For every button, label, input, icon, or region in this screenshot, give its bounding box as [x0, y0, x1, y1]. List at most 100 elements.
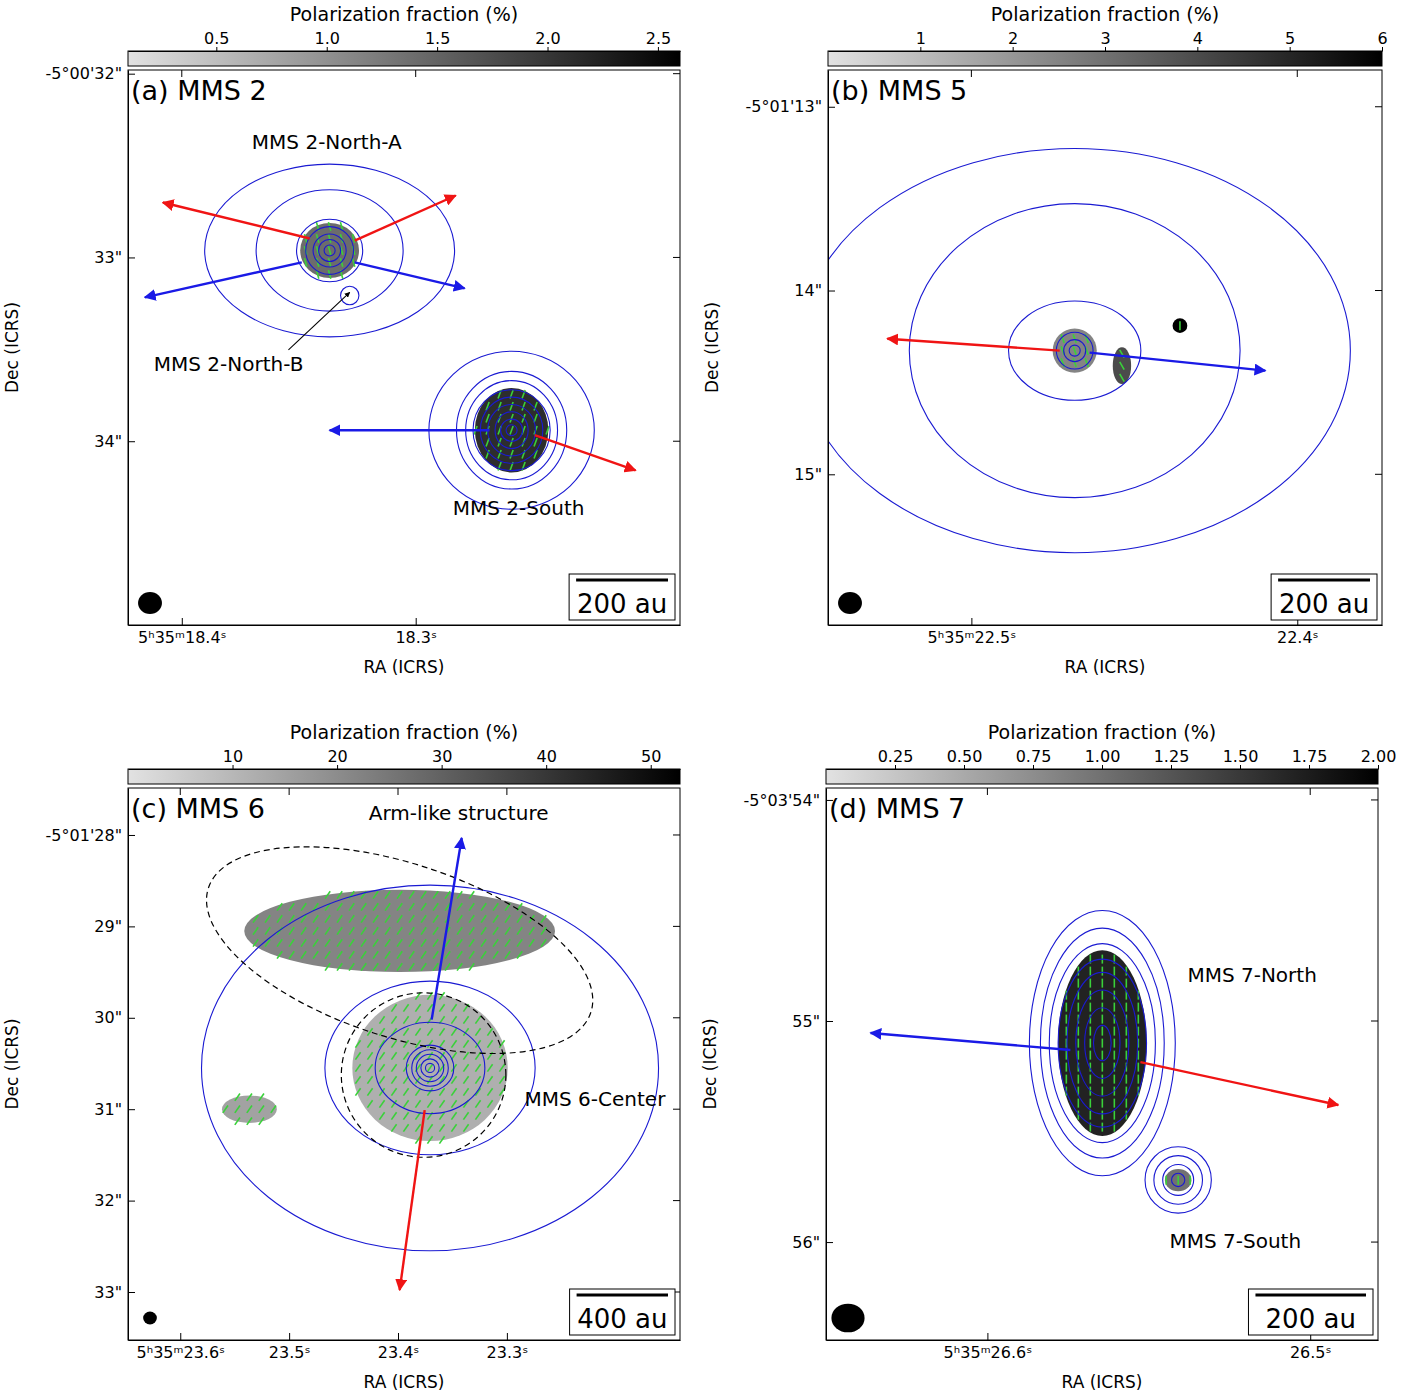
polarization-vector	[1120, 374, 1125, 382]
x-axis-top-tick	[289, 788, 290, 795]
polarization-vector	[1102, 1015, 1104, 1024]
polarization-vector	[352, 234, 354, 243]
contour	[909, 204, 1240, 498]
colorbar-label: Polarization fraction (%)	[290, 721, 518, 743]
polarization-vector	[391, 1040, 396, 1047]
polarization-vector	[277, 915, 282, 922]
polarization-vector	[403, 1112, 408, 1119]
polarization-vector	[493, 951, 498, 958]
colorbar-axis: 0.250.500.751.001.251.501.752.00	[827, 747, 1397, 770]
polarization-vector	[1102, 1111, 1104, 1120]
outflow-arrow	[432, 838, 462, 1020]
beam	[838, 592, 862, 614]
polarization-vector	[475, 1064, 480, 1071]
polarization-vector	[235, 1106, 240, 1113]
y-axis-tick-label: 32"	[94, 1191, 122, 1210]
x-axis-tick-label: 23.3ˢ	[487, 1343, 529, 1362]
polarization-vector	[481, 939, 486, 946]
polarization-vector	[1114, 1039, 1116, 1048]
colorbar-axis-tick-label: 2.5	[646, 29, 671, 48]
polarization-vector	[385, 903, 390, 910]
panel-title: (c) MMS 6	[131, 793, 265, 824]
x-axis-tick-mark	[507, 1333, 508, 1340]
outflow-arrow	[145, 262, 302, 297]
polarization-vector	[451, 1028, 456, 1035]
polarization-vector	[1066, 1075, 1068, 1084]
polarization-vector	[421, 903, 426, 910]
polarization-vector	[1126, 1027, 1128, 1036]
x-axis-top-tick	[506, 788, 507, 795]
y-axis-right-tick	[673, 834, 680, 835]
polarization-vector	[289, 939, 294, 946]
polarization-vector	[373, 915, 378, 922]
polarization-vector	[421, 891, 426, 898]
polarization-vector	[1102, 1039, 1104, 1048]
y-axis-line	[128, 789, 129, 1341]
polarization-vector	[1114, 1099, 1116, 1108]
polarization-vector	[325, 891, 330, 898]
polarization-vector	[1090, 1003, 1092, 1012]
colorbar-axis-tick: 1.0	[314, 29, 339, 51]
x-axis-tick: 5ʰ35ᵐ23.6ˢ	[136, 1333, 225, 1362]
outflow-arrow	[1090, 353, 1266, 371]
polarization-vector	[433, 915, 438, 922]
colorbar-axis-tick: 1	[916, 29, 926, 51]
panel-title: (a) MMS 2	[131, 75, 267, 106]
polarization-vector	[1114, 967, 1116, 976]
y-axis: -5°00'32"33"34"	[46, 64, 135, 625]
polarization-vector	[337, 927, 342, 934]
plot-area	[138, 164, 636, 614]
polarization-vector	[391, 1124, 396, 1131]
x-axis-top-tick	[987, 788, 988, 795]
x-axis-tick: 23.4ˢ	[378, 1333, 420, 1362]
polarization-vector	[337, 891, 342, 898]
polarization-vector	[397, 903, 402, 910]
polarization-vector	[1138, 1063, 1140, 1072]
polarization-vector	[328, 234, 330, 243]
contour	[506, 425, 517, 436]
polarization-patch	[1173, 318, 1188, 333]
polarization-vector	[451, 1100, 456, 1107]
polarization-vector	[379, 1028, 384, 1035]
polarization-vector	[439, 1040, 444, 1047]
polarization-vector	[427, 1124, 432, 1131]
colorbar-axis-tick: 3	[1100, 29, 1110, 51]
y-axis-tick-mark	[128, 835, 135, 836]
polarization-vector	[367, 1028, 372, 1035]
polarization-vector	[1073, 358, 1076, 366]
x-axis-title: RA (ICRS)	[1062, 1372, 1143, 1392]
polarization-vector	[373, 939, 378, 946]
polarization-vector	[253, 939, 258, 946]
scalebar-line	[576, 579, 668, 582]
colorbar-label: Polarization fraction (%)	[290, 3, 518, 25]
polarization-vector	[337, 951, 342, 958]
polarization-vector	[313, 927, 318, 934]
colorbar-axis-tick: 1.5	[425, 29, 450, 51]
scalebar-label: 200 au	[1279, 589, 1369, 619]
polarization-vector	[510, 402, 513, 410]
contour	[306, 227, 354, 275]
polarization-vector	[529, 939, 534, 946]
y-axis-right-tick	[1371, 1242, 1378, 1243]
polarization-vector	[223, 1106, 228, 1113]
polarization-vector	[349, 963, 354, 970]
colorbar-axis-tick-label: 1	[916, 29, 926, 48]
y-axis-tick-mark	[828, 474, 835, 475]
polarization-vector	[397, 963, 402, 970]
polarization-vector	[1066, 1063, 1068, 1072]
contour	[324, 245, 335, 256]
y-axis-tick-mark	[128, 257, 135, 258]
outflow-arrow	[355, 262, 465, 288]
polarization-vector	[361, 915, 366, 922]
contour	[341, 286, 359, 304]
polarization-vector	[385, 927, 390, 934]
y-axis-title: Dec (ICRS)	[2, 1018, 22, 1109]
polarization-vector	[301, 903, 306, 910]
polarization-vector	[277, 903, 282, 910]
plot-frame	[826, 788, 1378, 1340]
y-axis-tick-label: 56"	[792, 1233, 820, 1252]
y-axis-tick-mark	[128, 1109, 135, 1110]
contour	[488, 404, 536, 455]
polarization-vector	[1090, 1075, 1092, 1084]
polarization-vector	[277, 939, 282, 946]
